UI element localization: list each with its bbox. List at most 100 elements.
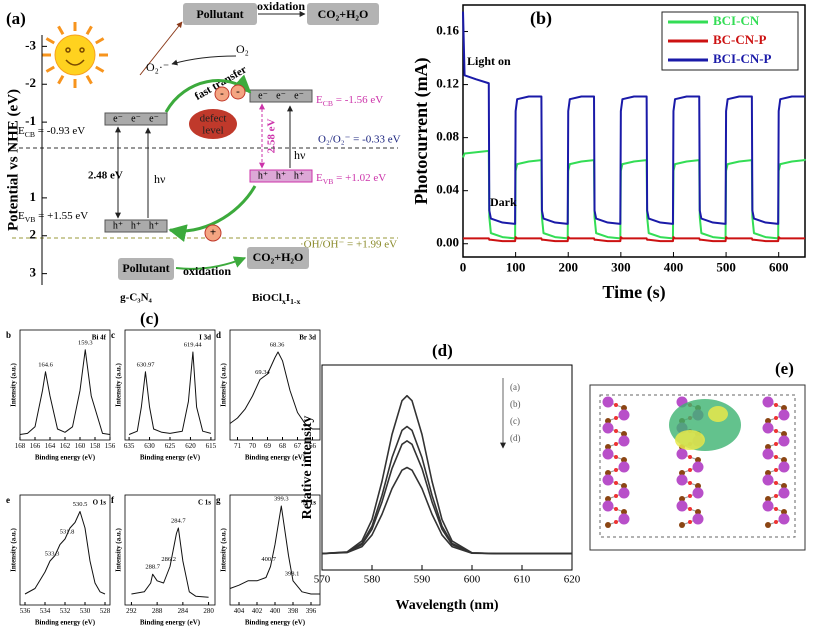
arrow [175, 256, 247, 270]
connector [57, 25, 65, 35]
sun-face [65, 47, 85, 66]
atom [676, 474, 688, 486]
x-tick-label: 67 [294, 442, 302, 450]
atom [605, 418, 611, 424]
atom [614, 468, 618, 472]
data-line [128, 351, 212, 435]
label: 400.7 [261, 556, 276, 563]
label: 531.8 [60, 528, 75, 535]
x-axis-label: Binding energy (eV) [35, 619, 96, 627]
charge-density [675, 430, 705, 450]
x-tick-label: 570 [314, 573, 331, 585]
x-tick-label: 166 [30, 442, 41, 450]
atom [774, 429, 778, 433]
atom [676, 500, 688, 512]
y-tick-label: 0.00 [436, 235, 459, 250]
label: EVB = +1.55 eV [18, 210, 88, 225]
arrow [168, 185, 257, 242]
atom [688, 507, 692, 511]
label: BiOClxI1-x [252, 292, 300, 307]
legend-label: BC-CN-P [713, 32, 766, 47]
atom [602, 474, 614, 486]
text-part: = -1.56 eV [333, 94, 383, 106]
charge-density [708, 406, 728, 422]
label: h⁺ [294, 170, 304, 181]
x-tick-label: 200 [558, 260, 578, 275]
data-line [24, 511, 106, 595]
data-line [229, 505, 320, 595]
plot-frame [321, 364, 573, 571]
label: 68.36 [270, 341, 285, 348]
atom [688, 481, 692, 485]
shape [104, 112, 168, 126]
connector [57, 75, 65, 85]
label: 2.48 eV [88, 170, 123, 182]
atom [774, 494, 778, 498]
sun [54, 34, 96, 76]
label: hν [154, 172, 166, 186]
atom [621, 457, 627, 463]
label: 288.7 [145, 564, 160, 571]
x-tick-label: 162 [60, 442, 71, 450]
label: e⁻ [131, 113, 141, 124]
x-axis-label: Binding energy (eV) [245, 454, 306, 462]
shape [104, 219, 168, 233]
x-tick-label: 300 [611, 260, 631, 275]
data-line [131, 527, 209, 598]
atom [695, 483, 701, 489]
x-tick-label: 580 [364, 573, 381, 585]
atom [679, 470, 685, 476]
label: 2.58 eV [266, 119, 278, 154]
x-tick-label: 396 [306, 607, 317, 615]
shape [247, 247, 309, 269]
atom [762, 500, 774, 512]
label: ECB = -1.56 eV [316, 94, 383, 109]
text-part: I [286, 292, 290, 304]
data-line [321, 466, 572, 555]
label: CO₂+H₂O [318, 7, 369, 21]
x-tick-label: 400 [664, 260, 684, 275]
x-axis-label: Binding energy (eV) [140, 454, 201, 462]
x-tick-label: 69 [264, 442, 272, 450]
x-tick-label: 100 [506, 260, 526, 275]
x-tick-label: 590 [414, 573, 431, 585]
atom [692, 461, 704, 473]
x-tick-label: 610 [514, 573, 531, 585]
atom [605, 496, 611, 502]
x-axis-label: Wavelength (nm) [395, 598, 498, 613]
data-line [19, 349, 111, 435]
atom [679, 496, 685, 502]
y-tick-label: 0.04 [436, 182, 459, 197]
label: O 1s [93, 499, 107, 507]
charge [214, 86, 230, 102]
legend-label: BCI-CN-P [713, 51, 772, 66]
atom [781, 457, 787, 463]
y-axis-label: Photocurrent (mA) [411, 57, 432, 204]
plot-frame [124, 494, 216, 606]
atom [688, 494, 692, 498]
arrow [171, 55, 237, 66]
y-tick-label: 0.08 [436, 129, 459, 144]
label: + [210, 227, 216, 239]
label: Br 3d [299, 334, 316, 342]
atom [781, 405, 787, 411]
x-tick-label: 402 [252, 607, 263, 615]
atom [614, 455, 618, 459]
atom [602, 448, 614, 460]
label: h⁺ [258, 170, 268, 181]
data-line [229, 351, 320, 430]
x-tick-label: 400 [270, 607, 281, 615]
label: oxidation [257, 0, 305, 13]
atom [778, 409, 790, 421]
connector [45, 65, 55, 73]
connector [139, 21, 183, 76]
x-tick-label: 284 [178, 607, 189, 615]
plot-frame [19, 494, 111, 606]
atom [618, 461, 630, 473]
connector [95, 65, 105, 73]
x-tick-label: 156 [105, 442, 116, 450]
label: O₂ [236, 42, 249, 56]
label: b [6, 330, 11, 340]
text-part: BiOCl [252, 292, 282, 304]
